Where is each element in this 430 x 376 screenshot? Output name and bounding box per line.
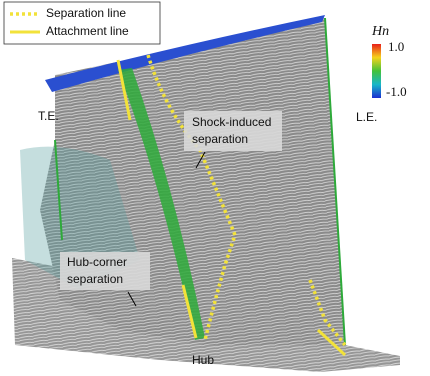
legend-label: Separation line [46,6,126,20]
page: Separation line Attachment line Hn 1.0 -… [0,0,430,376]
colorbar-max: 1.0 [388,39,404,54]
legend-label: Attachment line [46,24,129,38]
hub-label: Hub [192,353,214,367]
colorbar-min: -1.0 [386,84,407,99]
annotation-text: separation [67,272,123,286]
trailing-edge-label: T.E. [38,109,59,123]
annotation-text: Hub-corner [67,255,127,269]
annotation-text: separation [192,132,248,146]
leading-edge-label: L.E. [356,110,377,124]
colorbar-title: Hn [371,24,389,39]
colorbar [372,44,381,98]
annotation-text: Shock-induced [192,115,271,129]
figure: Separation line Attachment line Hn 1.0 -… [0,0,430,376]
